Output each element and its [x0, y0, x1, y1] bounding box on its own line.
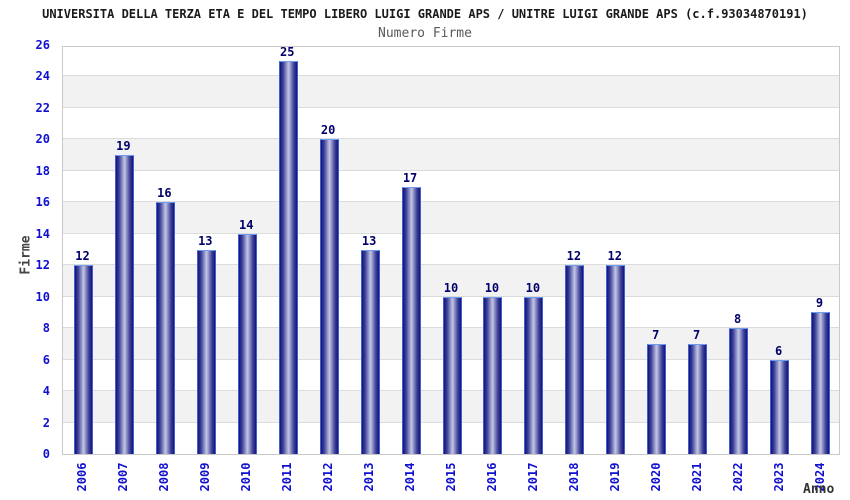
y-tick-label: 24	[35, 69, 50, 84]
x-tick-label: 2008	[157, 462, 172, 492]
gridline	[63, 75, 839, 77]
y-tick-label: 2	[42, 415, 50, 430]
bar-value-label: 7	[652, 327, 660, 342]
bar	[278, 60, 298, 454]
y-tick-label: 12	[35, 258, 50, 273]
bar	[811, 312, 831, 454]
bar-value-label: 13	[198, 233, 213, 248]
y-tick-label: 26	[35, 38, 50, 52]
gridline	[63, 169, 839, 171]
plot-band	[63, 265, 839, 297]
bar-value-label: 16	[157, 186, 172, 201]
y-tick-label: 4	[42, 384, 50, 399]
bar-value-label: 10	[525, 280, 541, 295]
bar	[155, 202, 175, 454]
x-tick-label: 2022	[730, 462, 745, 492]
plot-area	[62, 46, 840, 455]
x-tick-label: 2007	[116, 462, 131, 492]
x-tick-label: 2006	[75, 462, 90, 492]
bar	[401, 186, 421, 454]
bar-value-label: 10	[484, 280, 500, 295]
bar-value-label: 20	[320, 123, 336, 138]
bar	[770, 359, 790, 454]
plot-band	[63, 202, 839, 234]
bar-value-label: 19	[116, 139, 131, 154]
bar-value-label: 12	[566, 249, 582, 264]
x-tick-label: 2010	[239, 462, 254, 492]
x-tick-label: 2021	[689, 462, 704, 492]
y-tick-label: 22	[35, 100, 50, 115]
bar	[483, 296, 503, 454]
x-tick-label: 2020	[648, 462, 663, 492]
gridline	[63, 264, 839, 266]
y-tick-label: 10	[35, 289, 50, 304]
gridline	[63, 106, 839, 108]
plot-band	[63, 76, 839, 108]
bar-value-label: 14	[239, 217, 254, 232]
y-tick-label: 16	[35, 195, 50, 210]
x-tick-label: 2011	[280, 462, 295, 492]
bar-value-label: 10	[443, 280, 459, 295]
x-tick-label: 2015	[444, 462, 458, 492]
y-tick-label: 18	[35, 163, 50, 178]
bar-value-label: 25	[279, 44, 295, 59]
x-tick-label: 2014	[403, 462, 418, 492]
x-axis-title: Anno	[803, 482, 835, 497]
chart-subtitle: Numero Firme	[378, 26, 472, 41]
bar-value-label: 7	[693, 327, 701, 342]
gridline	[63, 201, 839, 203]
bar	[73, 265, 93, 454]
x-tick-label: 2012	[321, 462, 336, 492]
bar	[647, 343, 667, 454]
bar-value-label: 9	[815, 296, 824, 311]
y-tick-label: 20	[35, 132, 50, 147]
bar-value-label: 13	[361, 233, 377, 248]
bar	[606, 265, 626, 454]
chart-title: UNIVERSITA DELLA TERZA ETA E DEL TEMPO L…	[42, 7, 808, 21]
bar-value-label: 6	[774, 343, 783, 358]
bar	[319, 139, 339, 454]
bar-value-label: 12	[75, 249, 90, 264]
bar	[237, 233, 257, 454]
bar	[565, 265, 585, 454]
x-tick-label: 2018	[566, 462, 581, 492]
gridline	[63, 232, 839, 234]
x-tick-label: 2016	[484, 462, 499, 492]
x-tick-label: 2019	[607, 462, 622, 492]
x-tick-label: 2023	[771, 462, 786, 492]
x-tick-label: 2013	[362, 462, 377, 492]
bar-value-label: 17	[402, 170, 418, 185]
bar	[360, 249, 380, 454]
y-tick-label: 14	[35, 226, 50, 241]
x-tick-label: 2009	[198, 462, 213, 492]
bar	[114, 155, 134, 454]
bar	[442, 296, 462, 454]
bar	[688, 343, 708, 454]
gridline	[63, 138, 839, 140]
y-tick-label: 8	[42, 321, 50, 336]
y-tick-label: 0	[42, 447, 50, 461]
bar	[729, 328, 749, 454]
x-tick-label: 2017	[525, 462, 540, 492]
bar	[524, 296, 544, 454]
bar-value-label: 8	[734, 312, 742, 327]
y-tick-label: 6	[42, 352, 50, 367]
bar	[196, 249, 216, 454]
bar-value-label: 12	[607, 249, 623, 264]
plot-band	[63, 139, 839, 171]
gridline	[63, 295, 839, 297]
